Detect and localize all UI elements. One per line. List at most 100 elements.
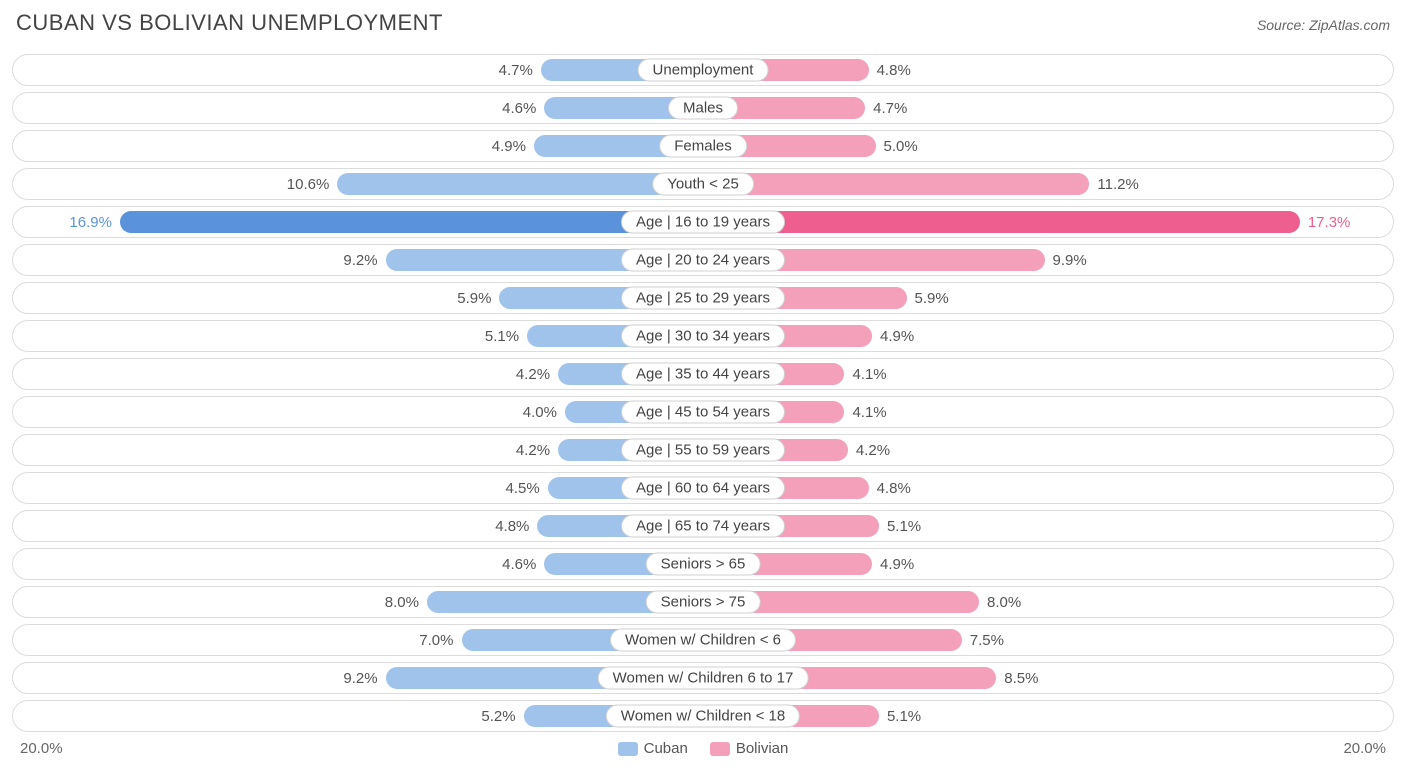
category-label: Women w/ Children < 6 bbox=[610, 629, 796, 652]
category-label: Women w/ Children < 18 bbox=[606, 705, 800, 728]
category-label: Unemployment bbox=[638, 59, 769, 82]
category-label: Seniors > 75 bbox=[646, 591, 761, 614]
right-value-label: 4.8% bbox=[869, 62, 919, 79]
category-label: Age | 25 to 29 years bbox=[621, 287, 785, 310]
row-left-half: 16.9% bbox=[13, 207, 703, 237]
left-value-label: 16.9% bbox=[61, 214, 120, 231]
category-label: Women w/ Children 6 to 17 bbox=[598, 667, 809, 690]
category-label: Females bbox=[659, 135, 747, 158]
chart-source: Source: ZipAtlas.com bbox=[1257, 17, 1390, 33]
butterfly-chart: 4.7% 4.8% Unemployment 4.6% 4.7% Males 4.9% 5.0… bbox=[12, 54, 1394, 732]
chart-row: 9.2%9.9%Age | 20 to 24 years bbox=[12, 244, 1394, 276]
row-left-half: 8.0% bbox=[13, 587, 703, 617]
legend-item-left: Cuban bbox=[618, 740, 688, 757]
category-label: Age | 45 to 54 years bbox=[621, 401, 785, 424]
row-left-half: 5.9% bbox=[13, 283, 703, 313]
category-label: Age | 16 to 19 years bbox=[621, 211, 785, 234]
legend: Cuban Bolivian bbox=[63, 740, 1344, 757]
legend-label-right: Bolivian bbox=[736, 740, 789, 757]
left-value-label: 7.0% bbox=[411, 632, 461, 649]
right-value-label: 4.9% bbox=[872, 328, 922, 345]
row-left-half: 5.2% bbox=[13, 701, 703, 731]
right-value-label: 4.7% bbox=[865, 100, 915, 117]
row-left-half: 4.2% bbox=[13, 359, 703, 389]
left-value-label: 4.6% bbox=[494, 556, 544, 573]
chart-row: 4.6% 4.9% Seniors > 65 bbox=[12, 548, 1394, 580]
chart-row: 4.8% 5.1%Age | 65 to 74 years bbox=[12, 510, 1394, 542]
right-value-label: 5.0% bbox=[876, 138, 926, 155]
left-bar bbox=[337, 173, 703, 195]
row-left-half: 7.0% bbox=[13, 625, 703, 655]
chart-row: 4.2%4.2%Age | 55 to 59 years bbox=[12, 434, 1394, 466]
row-left-half: 4.5% bbox=[13, 473, 703, 503]
right-value-label: 9.9% bbox=[1045, 252, 1095, 269]
legend-item-right: Bolivian bbox=[710, 740, 789, 757]
left-value-label: 5.9% bbox=[449, 290, 499, 307]
left-bar bbox=[120, 211, 703, 233]
row-right-half: 7.5% bbox=[703, 625, 1393, 655]
category-label: Seniors > 65 bbox=[646, 553, 761, 576]
right-value-label: 5.9% bbox=[907, 290, 957, 307]
right-value-label: 11.2% bbox=[1089, 176, 1146, 193]
right-value-label: 4.1% bbox=[844, 404, 894, 421]
left-value-label: 4.8% bbox=[487, 518, 537, 535]
left-value-label: 4.2% bbox=[508, 366, 558, 383]
row-right-half: 4.1% bbox=[703, 359, 1393, 389]
left-value-label: 4.7% bbox=[491, 62, 541, 79]
row-left-half: 4.6% bbox=[13, 549, 703, 579]
row-right-half: 4.7% bbox=[703, 93, 1393, 123]
row-left-half: 4.7% bbox=[13, 55, 703, 85]
right-bar bbox=[703, 173, 1089, 195]
chart-row: 9.2% 8.5% Women w/ Children 6 to 17 bbox=[12, 662, 1394, 694]
left-value-label: 4.2% bbox=[508, 442, 558, 459]
right-value-label: 5.1% bbox=[879, 708, 929, 725]
row-right-half: 4.8% bbox=[703, 473, 1393, 503]
chart-footer: 20.0% Cuban Bolivian 20.0% bbox=[12, 740, 1394, 757]
left-value-label: 4.6% bbox=[494, 100, 544, 117]
row-left-half: 4.9% bbox=[13, 131, 703, 161]
category-label: Age | 35 to 44 years bbox=[621, 363, 785, 386]
row-left-half: 9.2% bbox=[13, 245, 703, 275]
category-label: Age | 65 to 74 years bbox=[621, 515, 785, 538]
row-left-half: 4.2% bbox=[13, 435, 703, 465]
left-value-label: 4.5% bbox=[498, 480, 548, 497]
row-right-half: 5.0% bbox=[703, 131, 1393, 161]
left-value-label: 9.2% bbox=[335, 252, 385, 269]
category-label: Age | 30 to 34 years bbox=[621, 325, 785, 348]
row-left-half: 4.8% bbox=[13, 511, 703, 541]
chart-row: 4.5% 4.8% Age | 60 to 64 years bbox=[12, 472, 1394, 504]
chart-row: 7.0% 7.5%Women w/ Children < 6 bbox=[12, 624, 1394, 656]
category-label: Males bbox=[668, 97, 738, 120]
chart-row: 5.9% 5.9% Age | 25 to 29 years bbox=[12, 282, 1394, 314]
right-bar bbox=[703, 211, 1300, 233]
left-value-label: 9.2% bbox=[335, 670, 385, 687]
chart-row: 5.1% 4.9% Age | 30 to 34 years bbox=[12, 320, 1394, 352]
row-right-half: 4.2% bbox=[703, 435, 1393, 465]
chart-row: 4.2% 4.1%Age | 35 to 44 years bbox=[12, 358, 1394, 390]
left-value-label: 5.1% bbox=[477, 328, 527, 345]
category-label: Age | 60 to 64 years bbox=[621, 477, 785, 500]
chart-row: 4.6% 4.7% Males bbox=[12, 92, 1394, 124]
row-right-half: 9.9% bbox=[703, 245, 1393, 275]
chart-row: 4.0% 4.1% Age | 45 to 54 years bbox=[12, 396, 1394, 428]
row-left-half: 10.6% bbox=[13, 169, 703, 199]
right-value-label: 8.5% bbox=[996, 670, 1046, 687]
row-right-half: 4.1% bbox=[703, 397, 1393, 427]
axis-label-right: 20.0% bbox=[1343, 740, 1386, 757]
legend-swatch-left bbox=[618, 742, 638, 756]
left-value-label: 5.2% bbox=[473, 708, 523, 725]
row-right-half: 17.3% bbox=[703, 207, 1393, 237]
row-left-half: 4.6% bbox=[13, 93, 703, 123]
chart-row: 16.9% 17.3%Age | 16 to 19 years bbox=[12, 206, 1394, 238]
category-label: Age | 55 to 59 years bbox=[621, 439, 785, 462]
right-value-label: 4.9% bbox=[872, 556, 922, 573]
row-left-half: 4.0% bbox=[13, 397, 703, 427]
right-value-label: 4.8% bbox=[869, 480, 919, 497]
left-value-label: 10.6% bbox=[279, 176, 338, 193]
left-value-label: 8.0% bbox=[377, 594, 427, 611]
row-right-half: 5.9% bbox=[703, 283, 1393, 313]
chart-row: 8.0%8.0%Seniors > 75 bbox=[12, 586, 1394, 618]
row-right-half: 5.1% bbox=[703, 511, 1393, 541]
chart-header: CUBAN VS BOLIVIAN UNEMPLOYMENT Source: Z… bbox=[12, 10, 1394, 36]
row-right-half: 8.0% bbox=[703, 587, 1393, 617]
